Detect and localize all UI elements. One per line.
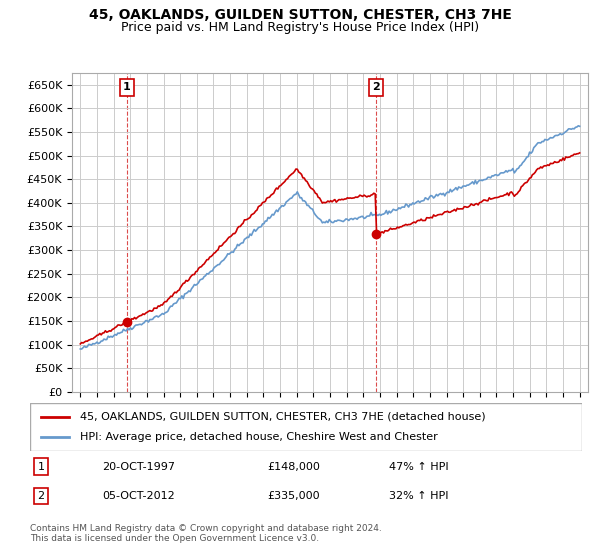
- Text: HPI: Average price, detached house, Cheshire West and Chester: HPI: Average price, detached house, Ches…: [80, 432, 437, 442]
- Text: 1: 1: [38, 461, 44, 472]
- Text: Price paid vs. HM Land Registry's House Price Index (HPI): Price paid vs. HM Land Registry's House …: [121, 21, 479, 34]
- Text: 45, OAKLANDS, GUILDEN SUTTON, CHESTER, CH3 7HE (detached house): 45, OAKLANDS, GUILDEN SUTTON, CHESTER, C…: [80, 412, 485, 422]
- Text: 1: 1: [123, 82, 131, 92]
- Text: 2: 2: [372, 82, 380, 92]
- Text: £148,000: £148,000: [268, 461, 320, 472]
- Text: 20-OCT-1997: 20-OCT-1997: [102, 461, 175, 472]
- Text: 05-OCT-2012: 05-OCT-2012: [102, 491, 175, 501]
- FancyBboxPatch shape: [30, 403, 582, 451]
- Text: 2: 2: [37, 491, 44, 501]
- Text: Contains HM Land Registry data © Crown copyright and database right 2024.
This d: Contains HM Land Registry data © Crown c…: [30, 524, 382, 543]
- Text: 47% ↑ HPI: 47% ↑ HPI: [389, 461, 448, 472]
- Text: 32% ↑ HPI: 32% ↑ HPI: [389, 491, 448, 501]
- Text: 45, OAKLANDS, GUILDEN SUTTON, CHESTER, CH3 7HE: 45, OAKLANDS, GUILDEN SUTTON, CHESTER, C…: [89, 8, 511, 22]
- Text: £335,000: £335,000: [268, 491, 320, 501]
